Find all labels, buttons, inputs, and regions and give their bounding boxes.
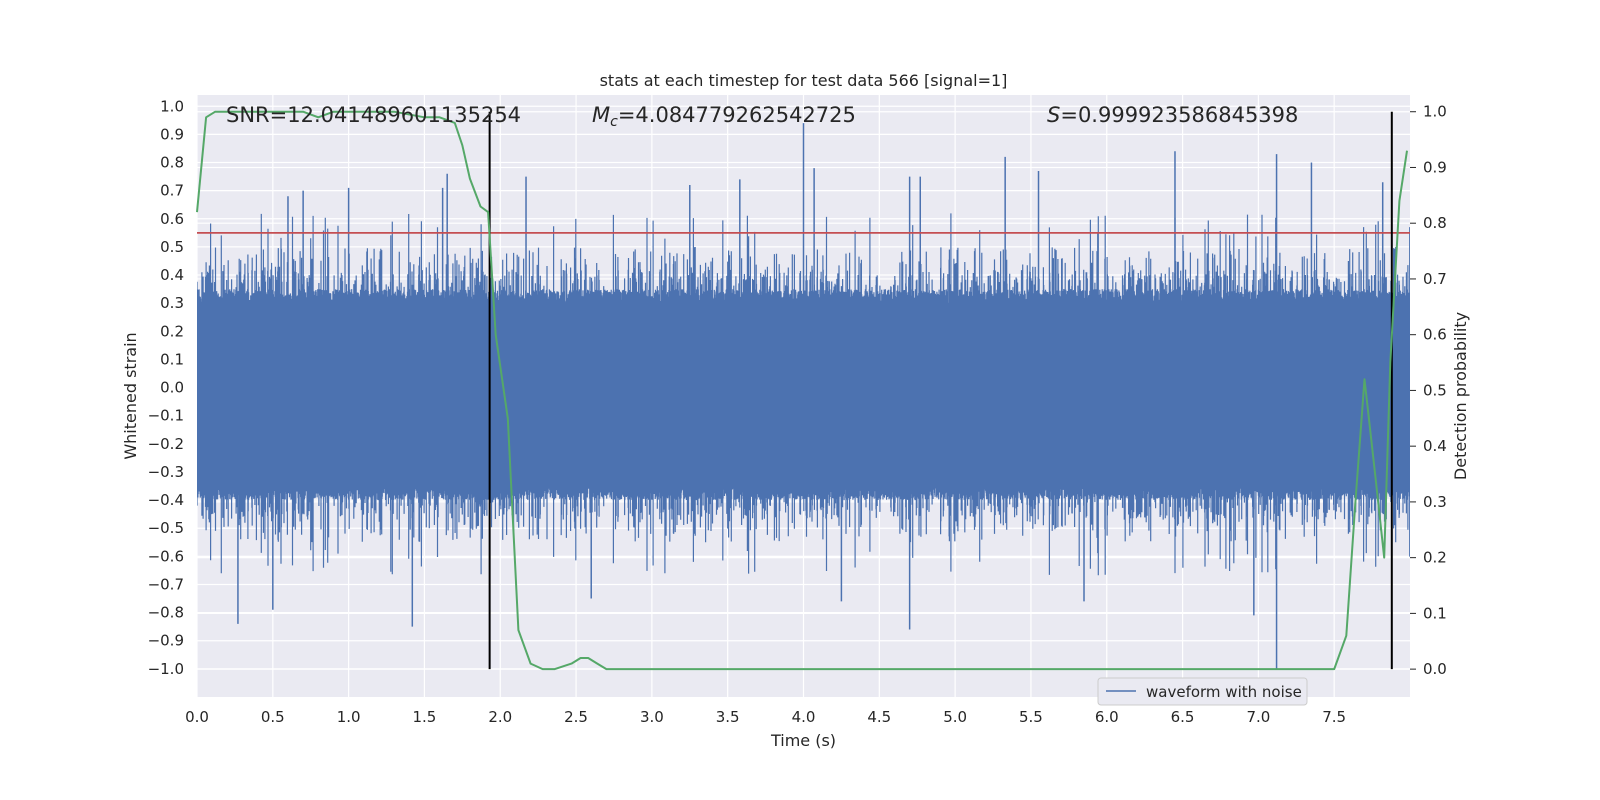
y-tick-label-right: 0.6: [1423, 326, 1447, 344]
y-tick-label-right: 0.4: [1423, 437, 1447, 455]
y-tick-label-right: 0.8: [1423, 214, 1447, 232]
y-tick-label-left: 0.3: [160, 294, 184, 312]
y-tick-label-left: 0.1: [160, 350, 184, 368]
y-tick-label-left: −0.5: [148, 519, 184, 537]
y-tick-label-right: 0.9: [1423, 158, 1447, 176]
x-axis-label: Time (s): [770, 731, 836, 750]
y-tick-label-left: 0.8: [160, 154, 184, 172]
y-tick-label-right: 0.1: [1423, 604, 1447, 622]
y-tick-label-left: 0.6: [160, 210, 184, 228]
y-tick-label-right: 1.0: [1423, 103, 1447, 121]
mc-symbol: M: [592, 103, 610, 127]
y-tick-label-left: 0.9: [160, 125, 184, 143]
x-tick-label: 3.0: [640, 708, 664, 726]
chirp-mass-annotation: Mc=4.084779262542725: [592, 103, 856, 130]
y-axis-label-left: Whitened strain: [121, 332, 140, 459]
legend-label-waveform: waveform with noise: [1146, 683, 1302, 701]
y-tick-label-left: 0.4: [160, 266, 184, 284]
waveform-series: [197, 123, 1410, 669]
legend: waveform with noise: [1097, 677, 1308, 706]
y-tick-label-left: −0.2: [148, 435, 184, 453]
y-tick-label-left: 1.0: [160, 97, 184, 115]
x-tick-label: 3.5: [716, 708, 740, 726]
x-tick-label: 4.5: [867, 708, 891, 726]
snr-annotation: SNR=12.041489601135254: [226, 103, 521, 127]
x-tick-label: 0.0: [185, 708, 209, 726]
y-tick-label-left: 0.5: [160, 238, 184, 256]
x-tick-label: 6.0: [1095, 708, 1119, 726]
legend-box: [1097, 677, 1308, 706]
y-axis-label-right: Detection probability: [1451, 312, 1470, 480]
y-tick-label-right: 0.5: [1423, 381, 1447, 399]
x-tick-label: 4.0: [792, 708, 816, 726]
s-symbol: S: [1047, 103, 1060, 127]
chart-title: stats at each timestep for test data 566…: [600, 71, 1008, 90]
y-tick-label-right: 0.3: [1423, 493, 1447, 511]
mc-subscript: c: [610, 114, 618, 130]
s-value: =0.999923586845398: [1060, 103, 1298, 127]
x-tick-label: 2.0: [488, 708, 512, 726]
y-tick-label-left: −0.4: [148, 491, 184, 509]
y-tick-label-left: −0.8: [148, 604, 184, 622]
y-tick-label-left: −0.7: [148, 575, 184, 593]
y-tick-label-left: −0.1: [148, 407, 184, 425]
x-tick-label: 7.0: [1246, 708, 1270, 726]
y-tick-label-left: −1.0: [148, 660, 184, 678]
y-tick-label-right: 0.7: [1423, 270, 1447, 288]
y-tick-label-left: −0.6: [148, 547, 184, 565]
x-tick-label: 5.5: [1019, 708, 1043, 726]
y-tick-label-left: −0.3: [148, 463, 184, 481]
probability-series: [196, 110, 1408, 671]
probability-line: [196, 110, 1408, 671]
y-tick-label-left: 0.0: [160, 379, 184, 397]
tick-labels: 0.0 0.5 1.0 1.5 2.0 2.5 3.0 3.5 4.0 4.5 5.0 5.5 6.0 6…: [148, 97, 1447, 726]
score-annotation: S=0.999923586845398: [1047, 103, 1298, 127]
y-tick-label-right: 0.2: [1423, 549, 1447, 567]
y-tick-label-left: −0.9: [148, 632, 184, 650]
x-tick-label: 5.0: [943, 708, 967, 726]
y-tick-label-left: 0.2: [160, 322, 184, 340]
vertical-markers: [488, 111, 1393, 670]
y-tick-label-right: 0.0: [1423, 660, 1447, 678]
y-tick-label-left: 0.7: [160, 182, 184, 200]
x-tick-label: 1.0: [337, 708, 361, 726]
x-tick-label: 7.5: [1322, 708, 1346, 726]
x-tick-label: 2.5: [564, 708, 588, 726]
mc-value: =4.084779262542725: [618, 103, 856, 127]
x-tick-label: 6.5: [1171, 708, 1195, 726]
x-tick-label: 1.5: [413, 708, 437, 726]
x-tick-label: 0.5: [261, 708, 285, 726]
